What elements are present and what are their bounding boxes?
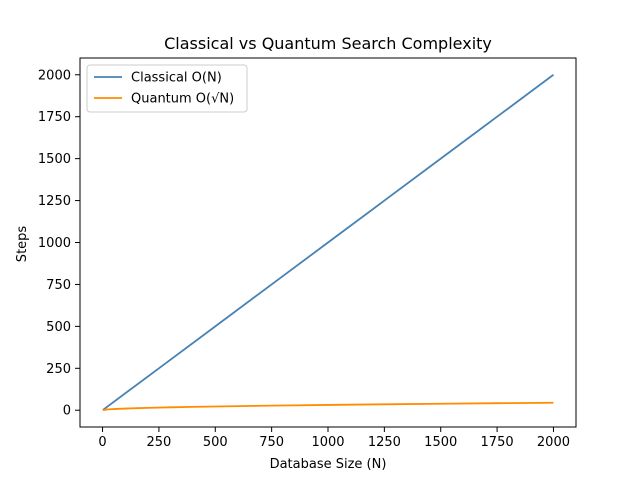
y-tick-label: 1000: [38, 236, 71, 251]
series-group: [102, 74, 554, 411]
x-tick-label: 750: [259, 435, 284, 450]
y-tick-label: 1500: [38, 152, 71, 167]
y-tick-label: 1250: [38, 194, 71, 209]
x-tick-label: 1500: [424, 435, 457, 450]
x-tick-label: 1750: [481, 435, 514, 450]
legend-box: [86, 64, 248, 113]
x-tick-label: 1250: [368, 435, 401, 450]
series-line-quantum: [102, 401, 554, 411]
series-line-classical: [102, 74, 554, 411]
chart-title: Classical vs Quantum Search Complexity: [164, 34, 492, 53]
y-axis-label: Steps: [15, 226, 30, 263]
x-tick-label: 500: [203, 435, 228, 450]
y-tick-label: 500: [46, 320, 71, 335]
x-axis: 0 250 500 750 1000 1250 1500 1750 2000: [98, 427, 570, 450]
y-tick-label: 1750: [38, 110, 71, 125]
y-tick-label: 250: [46, 362, 71, 377]
x-axis-label: Database Size (N): [270, 457, 387, 472]
x-tick-label: 250: [146, 435, 171, 450]
legend-label: Quantum O(√N): [131, 92, 234, 107]
y-tick-label: 750: [46, 278, 71, 293]
x-tick-label: 1000: [311, 435, 344, 450]
x-tick-label: 0: [98, 435, 106, 450]
legend: Classical O(N) Quantum O(√N): [86, 64, 248, 113]
x-tick-label: 2000: [537, 435, 570, 450]
legend-label: Classical O(N): [131, 71, 222, 86]
y-tick-label: 0: [63, 404, 71, 419]
y-axis: 0 250 500 750 1000 1250 1500 1750 2000: [38, 68, 80, 419]
y-tick-label: 2000: [38, 68, 71, 83]
